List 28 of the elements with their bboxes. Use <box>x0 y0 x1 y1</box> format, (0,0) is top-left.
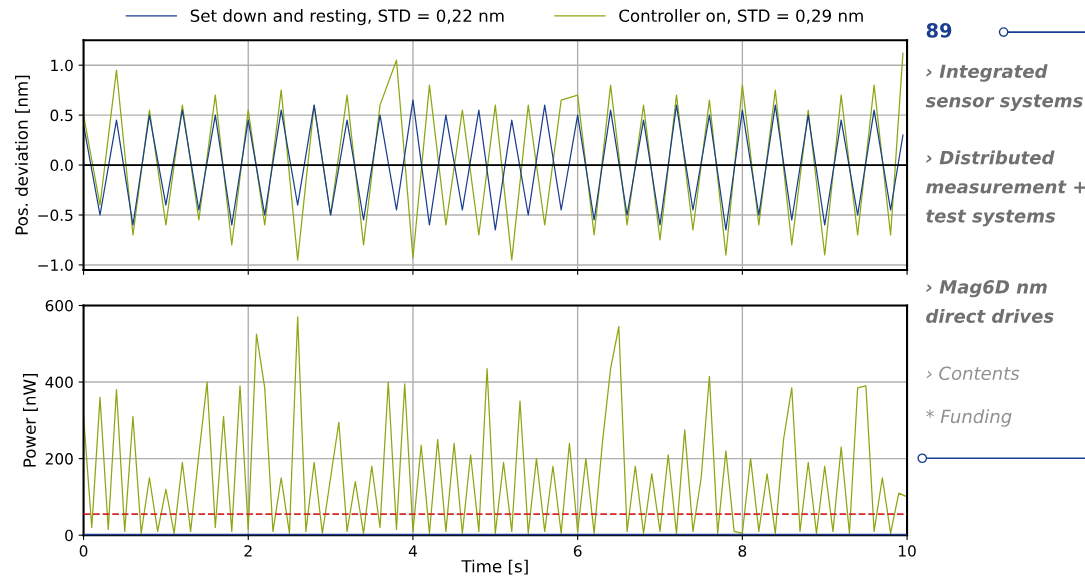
legend-label: Controller on, STD = 0,29 nm <box>619 9 863 24</box>
x-tick-label: 6 <box>573 545 582 557</box>
y-tick-label: 0 <box>65 529 73 542</box>
y-tick-label: −0.5 <box>38 209 73 222</box>
y-tick-label: 1.0 <box>51 59 73 72</box>
line-series <box>83 52 904 261</box>
text: › Mag6D nm direct drives <box>926 280 1054 323</box>
x-tick-label: 2 <box>244 545 252 557</box>
y-axis-title: Pos. deviation [nm] <box>15 75 30 235</box>
y-tick-label: 600 <box>45 299 73 312</box>
text: 89 <box>926 23 952 38</box>
text: › Contents <box>926 366 1020 381</box>
y-tick-label: 400 <box>45 376 73 389</box>
y-tick-label: −1.0 <box>38 259 73 271</box>
legend-label: Set down and resting, STD = 0,22 nm <box>190 9 504 26</box>
text: › Distributed measurement + test systems <box>926 150 1085 227</box>
x-axis-title: Time [s] <box>461 559 528 575</box>
y-axis-title: Power [nW] <box>22 373 38 467</box>
x-tick-label: 4 <box>408 545 417 557</box>
y-tick-label: 0.0 <box>50 159 73 172</box>
y-tick-label: 0.5 <box>50 109 73 122</box>
x-tick-label: 8 <box>738 545 747 557</box>
x-tick-label: 10 <box>899 545 916 557</box>
x-tick-label: 0 <box>79 545 88 557</box>
y-tick-label: 200 <box>45 453 73 465</box>
text: › Integrated sensor systems <box>925 64 1083 112</box>
line-series <box>83 99 904 231</box>
text: * Funding <box>926 409 1012 427</box>
